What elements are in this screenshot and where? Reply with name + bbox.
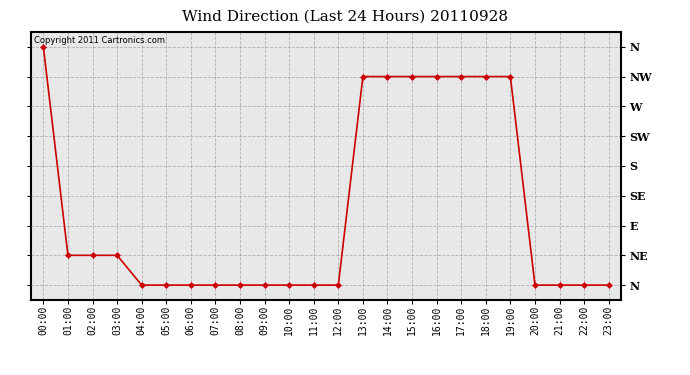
Text: Wind Direction (Last 24 Hours) 20110928: Wind Direction (Last 24 Hours) 20110928 bbox=[182, 9, 508, 23]
Text: Copyright 2011 Cartronics.com: Copyright 2011 Cartronics.com bbox=[34, 36, 165, 45]
